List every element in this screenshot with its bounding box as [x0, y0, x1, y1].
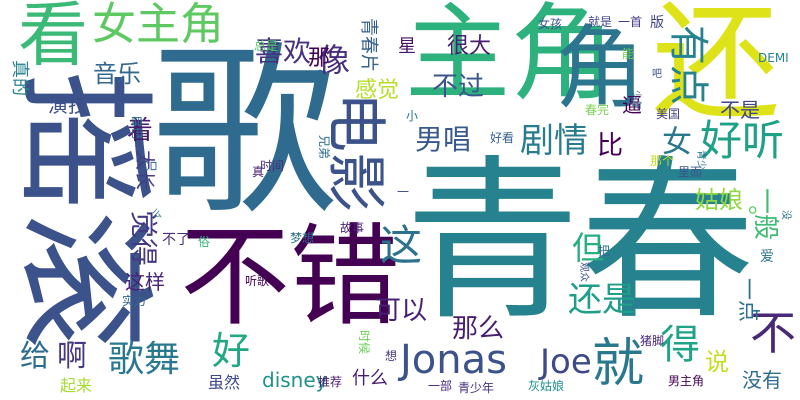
word-bi2: 逼 [622, 93, 642, 117]
word-buliao: 不了 [162, 232, 190, 248]
word-chunwan: 春完 [585, 103, 610, 117]
word-bushi: 不是 [720, 98, 760, 122]
word-xing: 星 [398, 36, 416, 57]
word-gushi: 故事 [340, 221, 365, 235]
word-qingchun: 青春 [405, 141, 755, 344]
word-nanchang: 男唱 [415, 123, 472, 156]
word-zhe2: 着 [127, 116, 154, 146]
word-nv: 女 [662, 125, 692, 160]
word-nvhai: 女孩 [538, 17, 563, 31]
word-suiran: 虽然 [208, 373, 241, 392]
word-yibu: 一部 [428, 379, 453, 393]
word-ban: 版 [650, 15, 664, 31]
word-joe: Joe [540, 342, 592, 382]
word-su: 俗 [198, 235, 211, 249]
word-hai: 还 [652, 0, 781, 138]
word-bucuo: 不错 [180, 213, 400, 341]
word-period: 。 [748, 190, 772, 218]
word-qingchunpian: 青春片 [358, 18, 379, 72]
word-limian: 里面 [678, 165, 703, 179]
word-shihou: 时候 [357, 330, 371, 355]
word-hendа: 很大 [447, 34, 492, 59]
word-ai: 爱 [760, 249, 774, 265]
word-zhujiao: 主角 [405, 0, 616, 115]
word-zhende: 真的 [9, 60, 30, 96]
word-xiongdi: 兄弟 [317, 135, 331, 160]
word-bu: 不 [750, 306, 796, 360]
word-jonas: Jonas [400, 337, 507, 383]
word-zheyang: 这样 [125, 270, 165, 294]
word-name: 那么 [452, 314, 505, 344]
word-jiushi: 就是 [588, 15, 613, 29]
word-ba: 把 [598, 244, 611, 258]
word-xiang: 像 [318, 41, 351, 79]
word-mengxiang: 梦想 [290, 231, 315, 245]
word-haoting: 好听 [700, 116, 785, 165]
word-zongshi: 总是 [254, 39, 279, 53]
word-keyi: 可以 [375, 296, 428, 326]
word-meiguo: 美国 [656, 107, 681, 121]
word-tingge: 听歌 [245, 274, 270, 288]
word-de: 得 [660, 322, 700, 368]
word-juqing: 剧情 [520, 121, 588, 161]
word-shenme: 什么 [352, 368, 388, 389]
word-gewu: 歌舞 [108, 339, 181, 380]
word-zhen: 真 [252, 165, 265, 179]
word-me: 么 [152, 209, 162, 220]
word-xiang2: 想 [385, 349, 398, 363]
word-hao: 好 [212, 329, 251, 373]
word-shuo: 说 [705, 348, 729, 376]
word-huiguniang: 灰姑娘 [528, 379, 565, 393]
word-yishou: 一首 [618, 15, 643, 29]
word-nvzhujiao: 女主角 [92, 0, 224, 50]
word-meiyou: 没有 [742, 368, 782, 392]
word-youdian: 有点 [665, 25, 711, 105]
word-zhe: 这 [380, 221, 423, 270]
word-qingshaonian: 青少年 [458, 381, 495, 395]
word-jiao: 角 [555, 16, 645, 121]
word-qingshao: 青少 [695, 150, 706, 170]
word-mei: 没 [780, 210, 791, 220]
word-dianying: 电影 [320, 92, 390, 212]
word-yi: 一 [397, 185, 410, 199]
word-shijian: 时间 [260, 159, 285, 173]
word-demi: DEMI [758, 51, 789, 65]
word-disney: disney [262, 368, 328, 392]
word-ganjue: 感觉 [355, 78, 400, 103]
word-yidian: 一点 [735, 278, 760, 323]
word-jiu: 就 [592, 334, 645, 394]
word-na: 那 [308, 46, 331, 71]
word-tuijian: 推荐 [318, 375, 343, 389]
word-guniang: 姑娘 [695, 186, 743, 214]
word-dan: 但 [572, 229, 605, 267]
word-zhujiao2: 猪脚 [640, 334, 665, 348]
word-yanji: 演技 [48, 93, 88, 117]
word-nage: 那个 [650, 154, 675, 168]
word-neng: 能 [622, 47, 635, 61]
word-kan: 看 [18, 0, 88, 76]
word-guanzhong: 观众 [578, 262, 589, 282]
word-bi: 比 [597, 131, 624, 161]
word-xiao: 小 [406, 109, 419, 123]
word-ge: 歌 [152, 24, 337, 240]
word-yinyue: 音乐 [93, 60, 141, 88]
word-a: 啊 [57, 339, 87, 374]
word-haokan: 好看 [490, 131, 515, 145]
word-buguo: 不过 [432, 72, 485, 102]
word-shaonian: 少年 [630, 90, 641, 110]
word-nanzhujiao: 男主角 [668, 374, 705, 388]
word-qilai: 起来 [60, 376, 93, 395]
word-ba2: 吧 [652, 69, 662, 80]
word-ziji: 自己 [130, 115, 144, 140]
word-haishi: 还是 [568, 280, 636, 320]
word-gei: 给 [20, 339, 50, 374]
word-zhi: 只 [144, 160, 158, 173]
word-shili: 实力 [122, 294, 147, 308]
word-xihuan: 喜欢 [255, 35, 312, 68]
